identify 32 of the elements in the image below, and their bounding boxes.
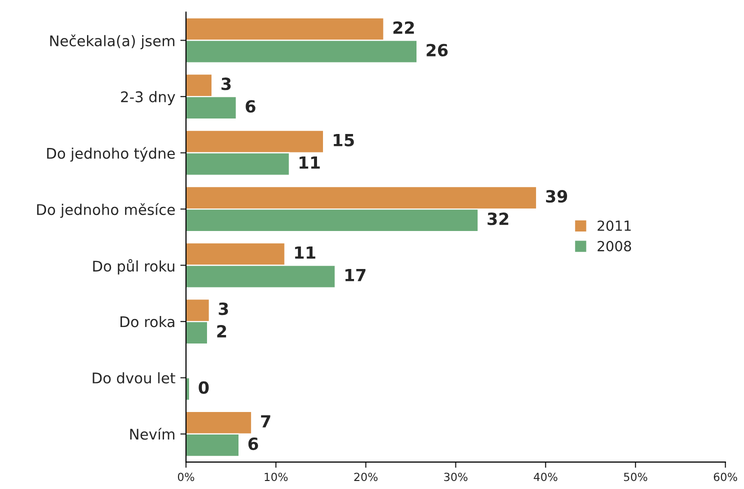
- y-tick-label: Nečekala(a) jsem: [50, 34, 174, 50]
- y-tick-label: Nevím: [130, 428, 174, 440]
- data-label: 32: [488, 212, 508, 226]
- data-label: 0: [198, 381, 209, 394]
- data-label: 3: [218, 302, 228, 316]
- data-label: 7: [261, 415, 270, 428]
- legend-label: 2011: [598, 220, 631, 231]
- data-label: 6: [246, 100, 256, 113]
- y-tick-label: Do dvou let: [92, 372, 176, 384]
- data-label: 3: [222, 78, 231, 90]
- data-label: 15: [334, 134, 354, 146]
- x-tick-label: 10%: [264, 472, 288, 482]
- y-tick-label: Do roka: [120, 316, 174, 328]
- y-tick-label: 2-3 dny: [121, 91, 176, 106]
- y-tick-label: Do jednoho týdne: [47, 146, 175, 162]
- x-tick-label: 30%: [444, 472, 468, 482]
- data-label: 39: [546, 190, 568, 203]
- x-tick-label: 40%: [534, 472, 558, 482]
- x-tick-label: 20%: [354, 472, 378, 482]
- legend-label: 2008: [598, 240, 632, 252]
- data-label: 2: [217, 324, 226, 338]
- x-tick-label: 0%: [178, 472, 194, 482]
- x-tick-label: 60%: [714, 472, 738, 482]
- data-label: 26: [426, 44, 448, 56]
- x-tick-label: 50%: [624, 472, 648, 482]
- data-label: 22: [393, 21, 414, 34]
- y-tick-label: Do jednoho měsíce: [37, 203, 175, 218]
- y-tick-label: Do půl roku: [93, 259, 174, 274]
- data-label: 11: [300, 156, 320, 169]
- data-label: 6: [248, 437, 258, 450]
- data-label: 11: [295, 246, 316, 259]
- data-label: 17: [345, 268, 366, 282]
